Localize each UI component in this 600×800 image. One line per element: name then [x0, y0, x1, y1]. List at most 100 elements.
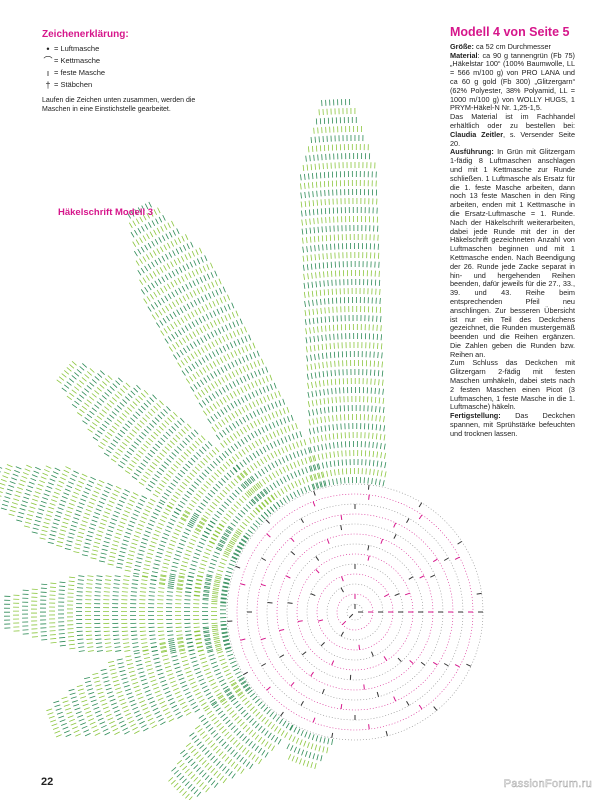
stitch-mark	[289, 493, 294, 500]
stitch-mark	[313, 345, 316, 352]
stitch-mark	[182, 265, 186, 271]
stitch-mark	[223, 440, 228, 446]
stitch-mark	[233, 552, 240, 556]
stitch-mark	[216, 359, 220, 365]
stitch-mark	[250, 487, 256, 493]
stitch-mark	[225, 461, 231, 467]
article-title: Modell 4 von Seite 5	[450, 25, 570, 39]
stitch-mark	[255, 507, 261, 513]
stitch-mark	[267, 497, 272, 503]
stitch-mark	[168, 501, 175, 506]
stitch-mark	[246, 374, 251, 380]
stitch-mark	[195, 493, 202, 498]
stitch-mark	[132, 579, 139, 581]
stitch-mark	[194, 394, 199, 400]
stitch-mark	[233, 340, 237, 347]
stitch-mark	[296, 489, 301, 496]
stitch-mark	[242, 736, 247, 742]
stitch-mark	[308, 419, 311, 426]
stitch-mark	[340, 525, 343, 531]
stitch-mark	[274, 726, 279, 732]
stitch-mark	[142, 707, 149, 711]
stitch-mark	[137, 269, 142, 276]
stitch-mark	[182, 778, 187, 784]
stitch-mark	[30, 502, 37, 506]
stitch-mark	[261, 502, 266, 508]
execution-paragraph: Ausführung: In Grün mit Glitzergarn 1-fä…	[450, 147, 575, 359]
stitch-mark	[205, 365, 210, 371]
stitch-mark	[290, 681, 295, 687]
stitch-mark	[64, 548, 71, 551]
stitch-mark	[211, 596, 218, 599]
stitch-mark	[221, 631, 228, 634]
stitch-mark	[266, 509, 272, 515]
stitch-mark	[107, 482, 113, 487]
stitch-mark	[311, 281, 314, 288]
stitch-mark	[194, 466, 200, 472]
stitch-mark	[159, 579, 166, 582]
stitch-mark	[142, 512, 149, 517]
stitch-mark	[200, 563, 207, 566]
stitch-mark	[134, 730, 140, 734]
stitch-mark	[167, 443, 173, 448]
stitch-mark	[113, 583, 120, 585]
stitch-mark	[254, 496, 260, 502]
stitch-mark	[270, 494, 275, 501]
stitch-mark	[204, 583, 211, 586]
stitch-mark	[126, 466, 133, 471]
stitch-mark	[310, 164, 313, 171]
stitch-mark	[188, 333, 193, 339]
stitch-mark	[384, 462, 387, 469]
stitch-mark	[220, 623, 227, 626]
stitch-mark	[199, 276, 203, 283]
stitch-mark	[217, 495, 223, 501]
stitch-mark	[197, 695, 203, 700]
stitch-mark	[172, 229, 176, 236]
stitch-mark	[151, 646, 158, 649]
stitch-mark	[137, 717, 144, 721]
stitch-mark	[179, 775, 185, 781]
stitch-mark	[195, 527, 202, 532]
stitch-mark	[6, 464, 13, 468]
stitch-mark	[227, 526, 233, 531]
stitch-mark	[124, 423, 131, 428]
stitch-mark	[132, 538, 139, 542]
stitch-mark	[144, 286, 149, 293]
stitch-mark	[242, 683, 249, 688]
stitch-mark	[130, 630, 137, 632]
stitch-mark	[158, 638, 165, 640]
stitch-mark	[220, 624, 227, 627]
stitch-mark	[321, 334, 323, 341]
stitch-mark	[260, 704, 266, 710]
stitch-mark	[85, 509, 92, 512]
stitch-mark	[237, 339, 241, 345]
stitch-mark	[207, 508, 213, 513]
stitch-mark	[156, 403, 161, 408]
stitch-mark	[218, 695, 224, 700]
stitch-mark	[144, 710, 150, 715]
stitch-mark	[232, 423, 237, 429]
stitch-mark	[221, 419, 226, 425]
stitch-mark	[104, 710, 111, 714]
stitch-mark	[141, 579, 148, 582]
stitch-mark	[185, 528, 191, 532]
stitch-mark	[195, 725, 201, 730]
stitch-mark	[328, 415, 330, 422]
stitch-mark	[226, 437, 231, 444]
stitch-mark	[135, 453, 142, 458]
stitch-mark	[141, 682, 148, 686]
stitch-mark	[159, 400, 164, 406]
stitch-mark	[144, 265, 149, 272]
stitch-mark	[213, 413, 218, 420]
stitch-mark	[320, 471, 324, 478]
stitch-mark	[119, 669, 126, 673]
stitch-mark	[172, 437, 178, 443]
stitch-mark	[84, 676, 91, 680]
stitch-mark	[67, 506, 74, 510]
stitch-mark	[228, 425, 233, 431]
stitch-mark	[203, 484, 209, 489]
stitch-mark	[211, 426, 216, 432]
stitch-mark	[249, 476, 255, 482]
stitch-mark	[243, 712, 249, 718]
stitch-mark	[143, 444, 149, 449]
